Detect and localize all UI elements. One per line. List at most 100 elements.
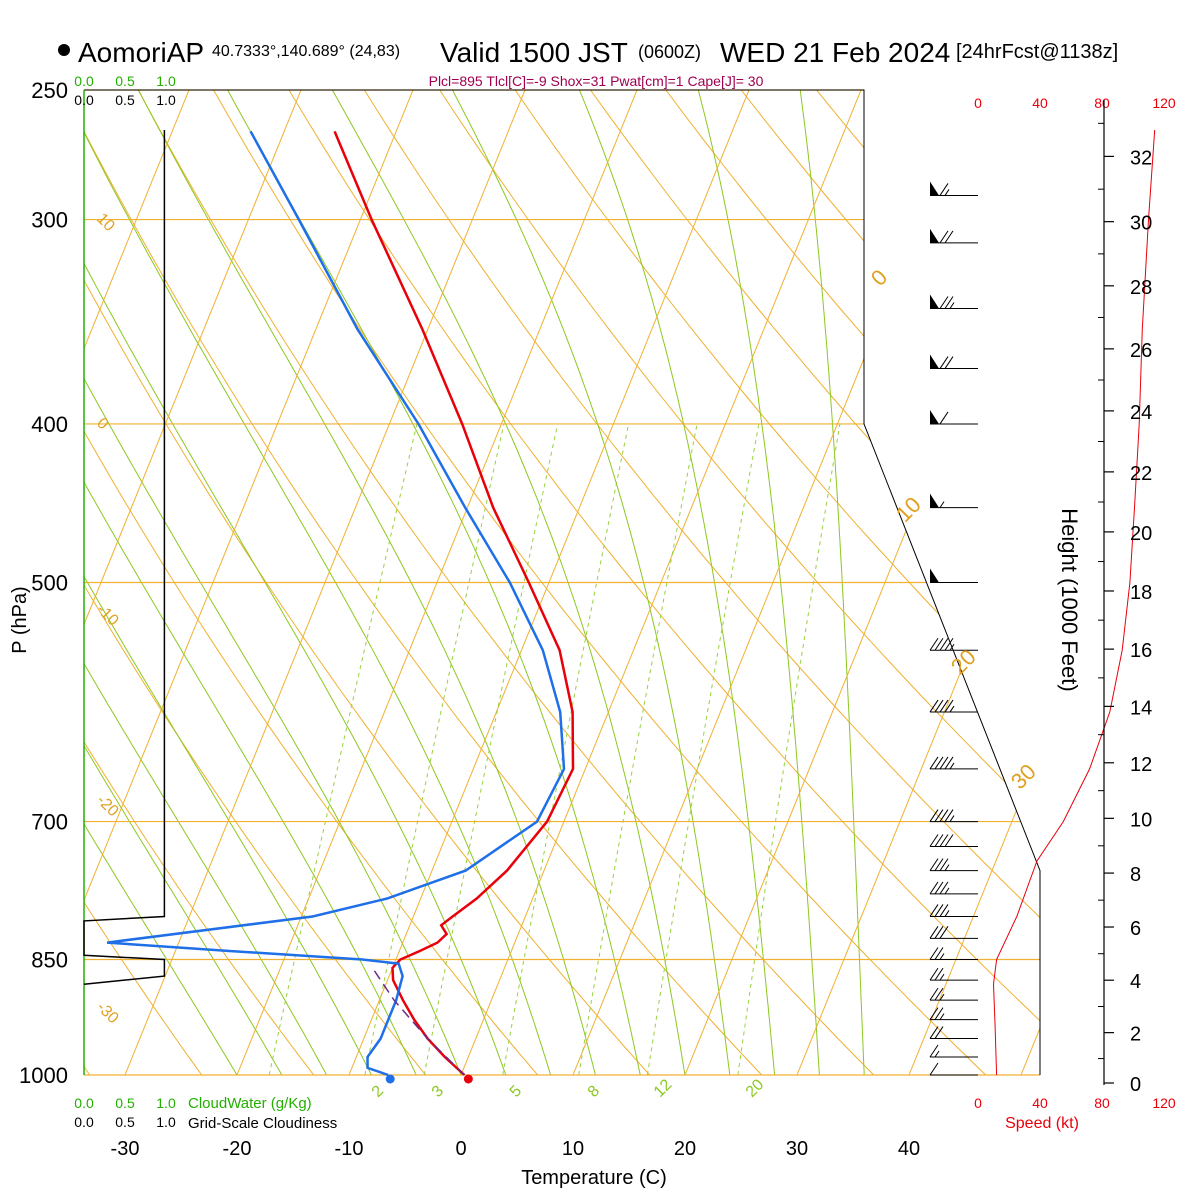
wind-barb (930, 354, 978, 370)
wind-barb-full (944, 809, 954, 822)
dry-adiabat (1016, 90, 1040, 1075)
wind-barb-full (939, 834, 949, 847)
moist-adiabat (84, 90, 238, 1075)
wind-barb (929, 858, 978, 872)
wind-barb-full (939, 858, 949, 871)
station-dot-icon (58, 44, 70, 56)
wind-barb (929, 1044, 978, 1058)
stability-indices: Plcl=895 Tlcl[C]=-9 Shox=31 Pwat[cm]=1 C… (429, 73, 764, 89)
wind-barb-half (939, 1013, 945, 1020)
valid-time: Valid 1500 JST (440, 37, 628, 68)
temperature-tick-label: 30 (786, 1138, 808, 1160)
isotherm-label: -20 (93, 792, 121, 820)
parcel-profile (371, 967, 465, 1076)
speed-tick-top: 40 (1032, 95, 1048, 111)
wind-barb (929, 926, 978, 939)
height-tick-label: 24 (1130, 402, 1152, 424)
wind-barb-half (949, 705, 955, 713)
moist-adiabat (84, 90, 328, 1075)
temperature-tick-label: 10 (562, 1138, 584, 1160)
cloudiness-tick-top: 0.5 (115, 92, 135, 108)
moist-adiabat (578, 90, 776, 1075)
cloudwater-tick-top: 0.5 (115, 73, 135, 89)
moist-adiabat (799, 90, 865, 1075)
wind-barb-full (939, 356, 949, 369)
moist-adiabat (84, 90, 417, 1075)
wind-barb (930, 493, 978, 509)
wind-barb-full (934, 858, 944, 871)
height-tick-label: 18 (1130, 582, 1152, 604)
cloudwater-tick-top: 0.0 (74, 73, 94, 89)
wind-barb-full (929, 987, 939, 1001)
wind-barb-half (939, 993, 945, 1001)
height-tick-label: 22 (1130, 463, 1152, 485)
moist-adiabat (138, 90, 596, 1075)
cloudwater-tick-bottom: 0.0 (74, 1095, 94, 1111)
valid-zulu: (0600Z) (638, 42, 701, 62)
isotherm (110, 90, 538, 1075)
wind-barb-full (939, 756, 949, 770)
wind-barb-full (929, 881, 939, 895)
grid-layer (83, 89, 1041, 1076)
wind-barb-full (934, 967, 944, 981)
forecast-info: [24hrFcst@1138z] (956, 41, 1118, 63)
height-tick-label: 26 (1130, 340, 1152, 362)
wind-barb-full (944, 296, 954, 309)
wind-barb-full (944, 756, 954, 770)
moist-adiabat (84, 90, 283, 1075)
wind-barb-full (929, 858, 939, 871)
pressure-tick-label: 700 (31, 810, 68, 835)
isotherm (558, 90, 986, 1075)
mixing-ratio-line (364, 423, 505, 1075)
temperature-tick-label: -10 (335, 1138, 364, 1160)
wind-barb (929, 947, 978, 961)
wind-barb-full (934, 947, 944, 960)
height-axis-title: Height (1000 Feet) (1057, 508, 1082, 691)
wind-barb-full (934, 699, 944, 713)
wind-barb-full (939, 637, 949, 651)
dewpoint-profile (106, 130, 566, 1077)
dry-adiabat (84, 90, 651, 1075)
wind-barb-full (939, 411, 949, 425)
isotherm (222, 90, 650, 1075)
wind-barb-full (929, 1026, 939, 1039)
isotherm-label-right: 10 (891, 492, 926, 527)
wind-barb-full (929, 756, 939, 770)
wind-barb-flag (930, 568, 939, 583)
temperature-tick-label: 0 (455, 1138, 466, 1160)
speed-tick-bottom: 40 (1032, 1095, 1048, 1111)
wind-barb (929, 1062, 978, 1076)
cloudiness-axis-title: Grid-Scale Cloudiness (188, 1115, 337, 1132)
wind-barb (930, 294, 978, 309)
x-axis-title: Temperature (C) (521, 1167, 667, 1189)
pressure-tick-label: 300 (31, 208, 68, 233)
speed-tick-top: 120 (1152, 95, 1176, 111)
wind-barb-full (934, 756, 944, 770)
wind-barb (929, 881, 978, 895)
cloudiness-tick-bottom: 0.0 (74, 1114, 94, 1130)
dry-adiabat (84, 90, 763, 1075)
dry-adiabat (643, 90, 1040, 1075)
wind-barb-full (934, 987, 944, 1001)
temperature-tick-label: 20 (674, 1138, 696, 1160)
isotherm (446, 90, 874, 1075)
wind-barb-full (929, 967, 939, 981)
height-tick-label: 2 (1130, 1024, 1141, 1046)
wind-barb-flag (930, 228, 939, 243)
moist-adiabat (697, 90, 820, 1075)
mixing-ratio-label: 12 (651, 1076, 676, 1101)
height-tick-label: 10 (1130, 809, 1152, 831)
wind-barb-half (944, 910, 950, 917)
wind-barb (929, 756, 978, 770)
temperature-tick-label: 40 (898, 1138, 920, 1160)
wind-barb-full (939, 926, 949, 939)
mixing-ratio-label: 5 (507, 1082, 525, 1100)
wind-barb-full (929, 1062, 939, 1076)
moist-adiabat (452, 90, 731, 1075)
wind-barb-full (944, 637, 954, 651)
isotherm (670, 90, 1040, 1075)
isotherm (84, 90, 426, 1075)
pressure-tick-label: 850 (31, 948, 68, 973)
pressure-tick-label: 250 (31, 78, 68, 103)
wind-barb-full (939, 904, 949, 917)
